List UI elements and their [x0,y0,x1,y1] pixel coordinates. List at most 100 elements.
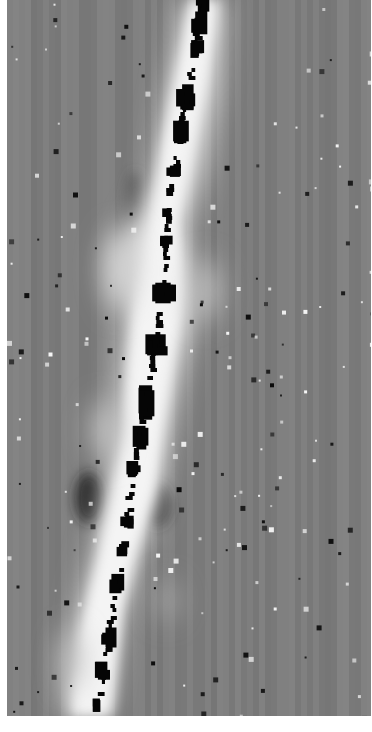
noise-pixel-light [339,166,341,168]
noise-pixel-light [154,577,158,581]
column-stripe [337,0,343,716]
noise-pixel-dark [201,301,204,304]
column-stripe [247,0,253,716]
noise-pixel-light [45,363,49,367]
noise-pixel-dark [11,46,13,48]
trace-core-segment [134,456,140,460]
trace-core-segment [131,484,136,488]
noise-pixel-dark [52,675,57,680]
noise-pixel-dark [275,486,279,490]
noise-pixel-dark [53,18,57,22]
column-stripe [367,0,371,716]
noise-pixel-dark [122,357,125,360]
noise-pixel-dark [9,359,14,364]
noise-pixel-light [370,187,371,192]
noise-pixel-dark [317,625,322,630]
noise-pixel-light [156,554,160,558]
trace-core-segment [111,616,117,620]
trace-core-segment [164,268,168,272]
trace-core-segment [102,680,105,684]
noise-pixel-dark [338,552,341,555]
noise-pixel-dark [256,164,259,167]
noise-pixel-light [190,350,193,353]
trace-core-segment [140,416,144,420]
trace-core-segment [116,588,120,592]
noise-pixel-light [61,236,63,238]
noise-pixel-dark [200,303,203,306]
trace-core-segment [164,264,169,268]
column-stripe [325,0,331,716]
noise-pixel-light [274,608,277,611]
noise-pixel-light [336,144,339,147]
noise-pixel-light [137,135,141,139]
column-stripe [283,0,289,716]
trace-core-segment [183,108,186,112]
noise-pixel-light [361,301,363,303]
noise-pixel-light [369,179,371,184]
noise-pixel-light [93,539,97,543]
noise-pixel-light [307,69,311,73]
noise-pixel-dark [70,685,72,687]
trace-core-segment [177,140,183,144]
noise-pixel-dark [225,166,230,171]
trace-core-segment [160,284,167,288]
noise-pixel-light [237,287,241,291]
trace-core-segment [179,120,185,124]
noise-pixel-light [76,403,79,406]
noise-pixel-dark [246,315,251,320]
noise-pixel-light [58,123,60,125]
trace-core-segment [147,376,153,380]
trace-core-segment [159,292,165,296]
trace-core-segment [119,544,127,548]
column-stripe [13,0,19,716]
noise-pixel-light [320,158,322,160]
trace-core-segment [169,184,174,188]
noise-pixel-light [174,559,179,564]
trace-core-segment [132,468,139,472]
noise-pixel-dark [242,545,247,550]
trace-core-segment [163,248,168,252]
trace-core-segment [98,692,105,696]
trace-core-segment [162,236,168,240]
noise-pixel-dark [282,344,284,346]
noise-pixel-light [280,421,283,424]
noise-pixel-light [304,607,309,612]
noise-pixel-dark [13,711,15,713]
trace-core-segment [180,112,184,116]
noise-pixel-dark [124,25,128,29]
trace-core-segment [166,192,173,196]
noise-pixel-dark [319,69,324,74]
noise-pixel-light [304,390,307,393]
trace-core-segment [157,312,163,316]
noise-pixel-light [78,603,82,607]
trace-core-segment [174,156,177,160]
noise-pixel-dark [216,351,219,354]
bottom-margin [0,716,372,732]
column-stripe [55,0,61,716]
noise-pixel-light [201,612,203,614]
noise-pixel-dark [69,112,72,115]
trace-core-segment [194,40,198,44]
trace-core-segment [155,332,160,336]
spectrum-canvas [7,0,371,716]
noise-pixel-dark [110,285,112,287]
noise-pixel-dark [130,213,133,216]
noise-pixel-dark [226,549,228,551]
noise-pixel-light [181,442,186,447]
column-stripe [319,0,325,716]
column-stripe [235,0,241,716]
noise-pixel-light [268,288,271,291]
noise-pixel-dark [108,81,112,85]
trace-core-segment [107,632,111,636]
noise-pixel-dark [217,220,220,223]
column-stripe [355,0,361,716]
trace-core-segment [168,208,171,212]
noise-pixel-light [8,556,12,560]
trace-core-segment [187,72,192,76]
noise-pixel-light [35,174,39,178]
trace-core-segment [167,212,171,216]
trace-core-segment [166,188,174,192]
noise-pixel-dark [213,677,218,682]
spectrum-image [7,0,371,716]
noise-pixel-dark [118,375,121,378]
